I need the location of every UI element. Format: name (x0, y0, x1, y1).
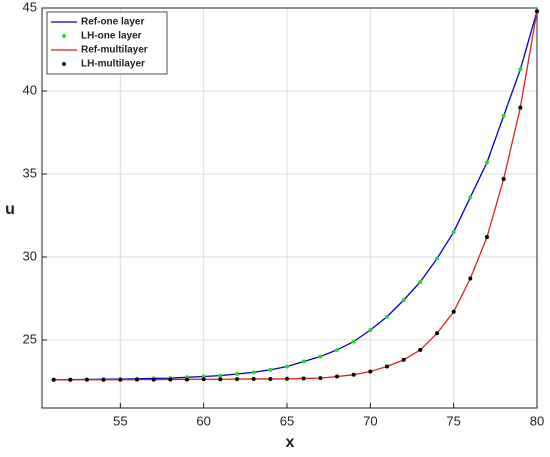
data-point (135, 377, 139, 382)
data-point (385, 314, 389, 319)
data-point (285, 376, 289, 381)
data-point (318, 354, 323, 359)
data-point (301, 376, 306, 381)
data-point (335, 374, 339, 379)
data-point (435, 331, 439, 336)
data-point (468, 276, 473, 281)
legend-label: LH-one layer (81, 31, 142, 42)
data-point (351, 339, 356, 344)
data-point (318, 376, 323, 381)
data-point (268, 367, 273, 372)
data-point (85, 377, 89, 382)
data-point (168, 377, 173, 382)
data-point (68, 377, 73, 382)
y-tick-label: 45 (23, 0, 37, 14)
data-point (435, 256, 439, 261)
data-point (385, 364, 389, 369)
data-point (485, 160, 489, 165)
y-tick-label: 25 (23, 331, 37, 346)
y-tick-label: 35 (23, 165, 37, 180)
series-line (53, 11, 538, 381)
data-point (401, 298, 406, 303)
data-point (201, 374, 206, 379)
x-tick-label: 70 (363, 413, 377, 428)
data-point (201, 377, 206, 382)
y-tick-label: 40 (23, 82, 37, 97)
data-point (518, 105, 523, 110)
data-point (101, 377, 106, 382)
data-point (151, 377, 156, 382)
data-point (451, 230, 456, 235)
data-point (418, 347, 423, 352)
data-point (485, 235, 489, 240)
data-point (418, 279, 423, 284)
data-point (368, 327, 373, 332)
data-point (268, 376, 273, 381)
data-point (501, 113, 506, 118)
y-axis-label: u (5, 201, 15, 218)
x-tick-label: 75 (446, 413, 460, 428)
data-point (251, 370, 256, 375)
data-point (218, 377, 223, 382)
x-tick-label: 80 (530, 413, 544, 428)
legend-label: Ref-multilayer (81, 45, 148, 56)
data-point (218, 373, 223, 378)
data-point (535, 9, 539, 14)
legend: Ref-one layer LH-one layer Ref-multilayer L… (46, 11, 168, 75)
data-point (468, 195, 473, 200)
data-point (501, 176, 506, 181)
data-point (51, 377, 56, 382)
data-point (301, 359, 306, 364)
data-point (368, 369, 373, 374)
legend-label: Ref-one layer (81, 17, 144, 28)
x-axis-label: x (286, 434, 295, 451)
data-point (518, 67, 523, 72)
data-point (285, 364, 289, 369)
data-point (185, 377, 189, 382)
x-tick-label: 55 (113, 413, 127, 428)
data-point (335, 347, 339, 352)
data-point (251, 376, 256, 381)
data-point (401, 357, 406, 362)
legend-swatch (62, 62, 66, 66)
legend-label: LH-multilayer (81, 59, 145, 70)
legend-swatch (62, 34, 66, 38)
data-point (118, 377, 123, 382)
series-line (53, 11, 538, 381)
data-point (235, 371, 239, 376)
plot-frame (41, 7, 538, 409)
data-point (351, 372, 356, 377)
data-point (451, 309, 456, 314)
x-tick-label: 60 (196, 413, 210, 428)
x-tick-label: 65 (280, 413, 294, 428)
y-tick-label: 30 (23, 248, 37, 263)
data-point (235, 377, 239, 382)
